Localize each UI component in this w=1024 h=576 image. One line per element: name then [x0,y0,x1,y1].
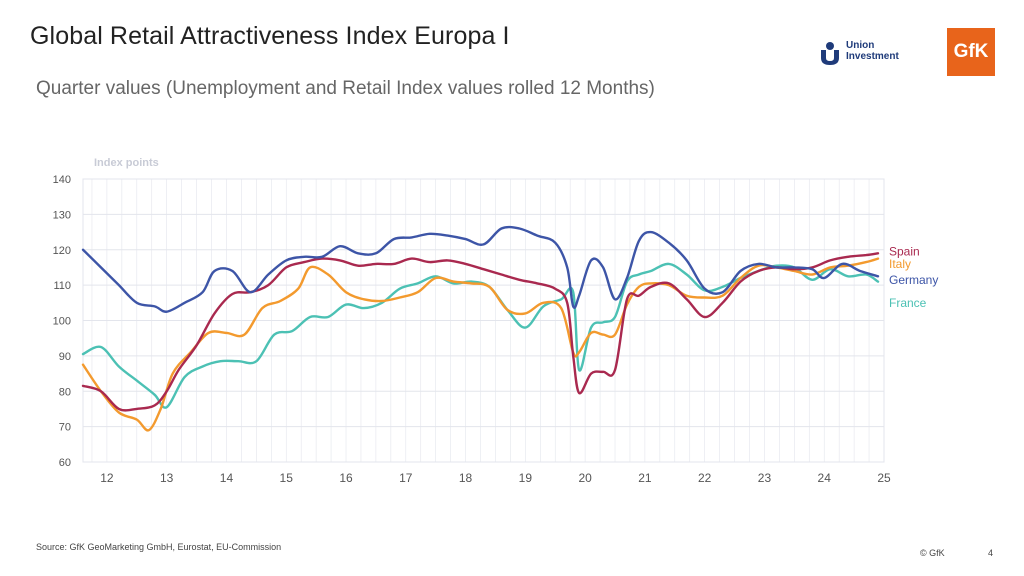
x-tick-label: 12 [100,471,114,485]
x-tick-label: 21 [638,471,652,485]
legend-label-spain: Spain [889,245,920,259]
y-tick-label: 90 [59,351,71,363]
legend-label-france: France [889,296,927,310]
gfk-logo: GfK [947,28,995,76]
union-investment-mark-icon [821,42,839,65]
legend-label-italy: Italy [889,257,911,271]
copyright-note: © GfK [920,548,945,558]
y-tick-label: 100 [53,316,71,328]
y-tick-label: 60 [59,457,71,469]
page-number: 4 [988,548,994,558]
source-note: Source: GfK GeoMarketing GmbH, Eurostat,… [36,542,282,552]
x-tick-label: 22 [698,471,712,485]
x-tick-label: 25 [877,471,891,485]
x-tick-label: 24 [818,471,832,485]
legend-label-germany: Germany [889,273,938,287]
x-tick-label: 17 [399,471,413,485]
union-investment-logo: Union Investment [818,38,918,68]
page-subtitle: Quarter values (Unemployment and Retail … [36,78,655,99]
y-tick-label: 70 [59,422,71,434]
x-tick-label: 14 [220,471,234,485]
x-tick-label: 13 [160,471,174,485]
y-tick-label: 110 [53,280,71,292]
x-tick-label: 16 [339,471,353,485]
y-tick-label: 80 [59,386,71,398]
series-line-spain [81,252,880,412]
series-line-italy [81,257,880,432]
union-investment-text: Union Investment [846,40,899,62]
y-axis-unit-label: Index points [94,157,159,169]
y-tick-label: 140 [53,174,71,186]
x-tick-label: 18 [459,471,473,485]
x-tick-label: 20 [578,471,592,485]
y-tick-label: 130 [53,209,71,221]
x-tick-label: 15 [280,471,294,485]
series-line-germany [81,225,880,313]
x-tick-label: 23 [758,471,772,485]
x-tick-label: 19 [519,471,533,485]
y-tick-label: 120 [53,245,71,257]
page-title: Global Retail Attractiveness Index Europ… [30,22,510,50]
plot-frame [82,178,885,463]
